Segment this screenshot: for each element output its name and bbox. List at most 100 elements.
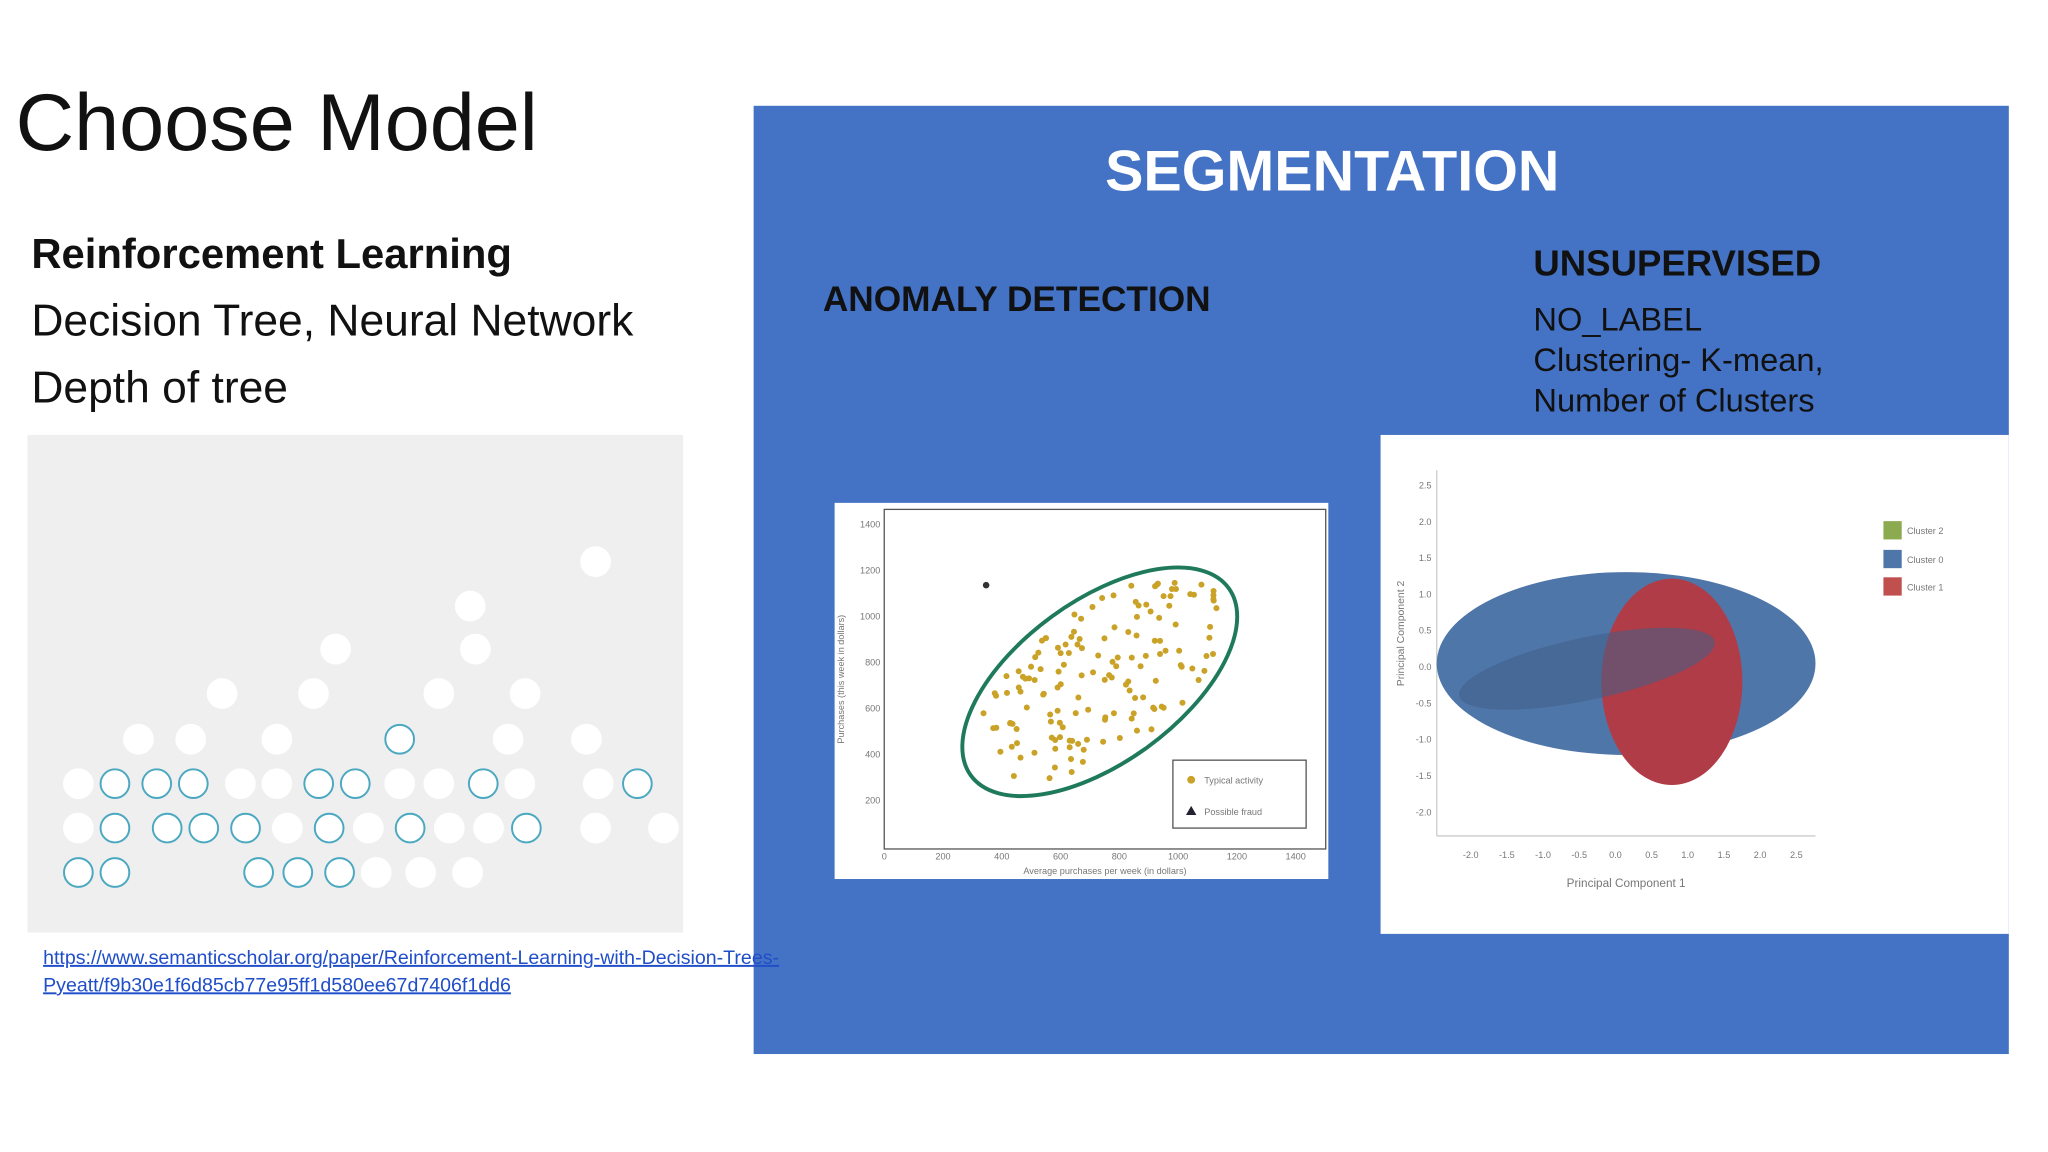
scatter-dot (1168, 586, 1176, 593)
x-tick-label: 2.5 (1790, 850, 1803, 860)
tree-node (460, 633, 491, 665)
tree-node (313, 812, 345, 844)
source-link[interactable]: Pyeatt/f9b30e1f6d85cb77e95ff1d580ee67d74… (43, 974, 511, 996)
scatter-dot (1070, 628, 1077, 635)
scatter-dot (1017, 688, 1024, 695)
scatter-dot (1160, 593, 1167, 600)
scatter-dot (1060, 661, 1067, 668)
x-axis-label: Average purchases per week (in dollars) (1023, 866, 1186, 876)
scatter-dot (1040, 690, 1047, 697)
tree-node (405, 857, 436, 888)
tree-node (99, 812, 131, 844)
tree-node (99, 857, 131, 888)
tree-node (511, 812, 542, 844)
tree-node (473, 812, 504, 844)
y-tick-label: 400 (865, 750, 880, 760)
scatter-dot (1037, 666, 1044, 673)
y-tick-label: 0.0 (1419, 662, 1432, 672)
scatter-dot (1137, 663, 1144, 670)
legend-label: Typical activity (1204, 776, 1263, 786)
scatter-dot (1075, 740, 1082, 747)
y-tick-label: 1.0 (1419, 589, 1432, 599)
scatter-dot (1054, 707, 1061, 714)
scatter-dot (1157, 650, 1164, 658)
tree-node (123, 723, 154, 755)
scatter-dot (1198, 581, 1205, 588)
scatter-dot (1125, 628, 1132, 635)
scatter-dot (1177, 662, 1184, 669)
tree-node (423, 678, 455, 709)
scatter-dot (1062, 641, 1069, 648)
unsupervised-line: Clustering- K-mean, (1533, 341, 1823, 378)
scatter-dot (1148, 726, 1155, 733)
tree-node (230, 812, 261, 844)
legend-label: Possible fraud (1204, 807, 1262, 817)
scatter-dot (1066, 744, 1073, 751)
tree-node (467, 768, 499, 800)
tree-node (504, 768, 536, 800)
tree-node (580, 812, 611, 844)
scatter-dot (1106, 672, 1113, 679)
tree-node (384, 768, 416, 800)
scatter-dot (1042, 635, 1049, 642)
tree-node (99, 768, 131, 800)
scatter-dot (1172, 621, 1179, 628)
scatter-dot (1130, 710, 1137, 717)
tree-node (141, 768, 173, 800)
scatter-dot (1003, 689, 1010, 696)
tree-node (261, 768, 293, 800)
scatter-dot (1162, 647, 1169, 654)
source-link[interactable]: https://www.semanticscholar.org/paper/Re… (43, 947, 779, 969)
scatter-dot (1116, 734, 1123, 741)
tree-node (243, 857, 274, 888)
tree-node (63, 768, 94, 800)
scatter-dot (1083, 736, 1090, 743)
tree-node (298, 678, 329, 709)
x-tick-label: 1000 (1168, 851, 1188, 861)
tree-node (433, 812, 465, 844)
tree-node (175, 723, 207, 755)
tree-node (384, 723, 416, 755)
unsupervised-line: NO_LABEL (1533, 300, 1702, 337)
scatter-dot (1143, 601, 1150, 608)
y-tick-label: 0.5 (1419, 626, 1432, 636)
scatter-dot (1114, 654, 1121, 661)
scatter-dot (1166, 602, 1173, 609)
scatter-dot (1015, 668, 1022, 675)
y-tick-label: 1000 (860, 612, 880, 622)
tree-node (582, 768, 614, 800)
scatter-dot (1028, 663, 1035, 670)
scatter-dot (1055, 668, 1062, 675)
scatter-dot (1189, 665, 1196, 672)
tree-node (622, 768, 653, 800)
scatter-dot (1133, 613, 1140, 620)
scatter-dot (1110, 710, 1117, 717)
legend-label: Cluster 0 (1907, 555, 1944, 565)
scatter-dot (1110, 592, 1117, 599)
left-heading: Reinforcement Learning (31, 230, 512, 277)
y-axis-label: Principal Component 2 (1396, 580, 1407, 686)
y-tick-label: 1400 (860, 520, 880, 530)
y-tick-label: -1.0 (1416, 735, 1432, 745)
scatter-dot (1031, 676, 1038, 683)
y-tick-label: 1.5 (1419, 553, 1432, 563)
scatter-dot (1054, 644, 1061, 651)
y-tick-label: 200 (865, 796, 880, 806)
y-tick-label: -2.0 (1416, 807, 1432, 817)
scatter-dot (1013, 725, 1020, 732)
legend-label: Cluster 2 (1907, 526, 1944, 536)
scatter-dot (1206, 634, 1213, 641)
scatter-dot (1128, 654, 1135, 661)
scatter-dot (1059, 724, 1066, 731)
tree-node (454, 590, 486, 622)
scatter-dot (1213, 605, 1220, 612)
x-tick-label: 0.5 (1645, 850, 1658, 860)
scatter-dot (1113, 663, 1120, 670)
tree-node (580, 546, 611, 577)
tree-node (63, 812, 94, 844)
legend-swatch (1883, 549, 1902, 569)
scatter-dot (1078, 645, 1085, 652)
scatter-dot (1078, 615, 1085, 622)
scatter-dot (1128, 582, 1135, 589)
